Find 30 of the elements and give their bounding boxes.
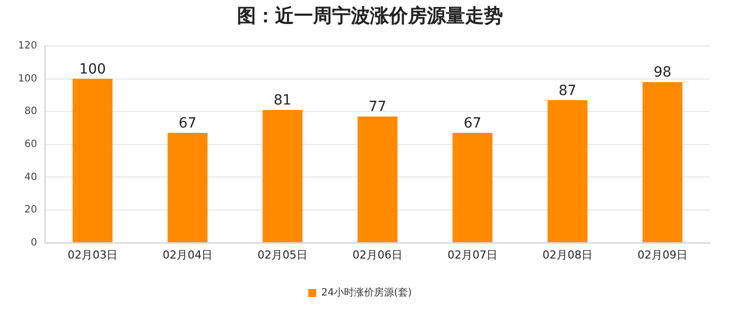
y-tick-label: 60 [24,138,38,150]
bar [72,78,113,242]
y-tick-label: 0 [30,237,38,248]
y-tick-label: 120 [18,40,38,52]
bar [262,110,303,242]
y-tick-label: 40 [24,172,38,183]
x-tick-label: 02月05日 [258,248,308,262]
data-label: 100 [79,61,106,78]
x-tick-label: 02月03日 [68,248,118,262]
data-label: 67 [464,116,482,132]
data-label: 77 [368,99,386,116]
bar [642,82,682,242]
x-tick-label: 02月04日 [162,248,213,262]
x-tick-label: 02月07日 [448,248,498,262]
data-label: 98 [654,64,672,81]
x-tick-label: 02月09日 [638,248,688,262]
bar [358,116,398,242]
y-tick-label: 20 [24,204,38,216]
x-tick-label: 02月06日 [352,248,403,262]
x-tick-label: 02月08日 [542,248,593,262]
y-tick-label: 100 [18,73,38,84]
data-label: 67 [178,116,196,132]
chart-title: 图：近一周宁波涨价房源量走势 [236,4,504,29]
bar [452,132,492,242]
bar [168,132,208,242]
y-tick-label: 80 [24,106,38,118]
legend-label: 24小时涨价房源(套) [321,286,412,299]
data-label: 81 [274,92,292,109]
bar [548,100,588,242]
data-label: 87 [558,82,576,99]
